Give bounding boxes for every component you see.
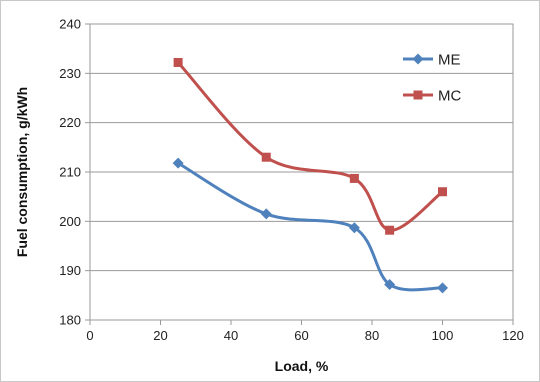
series-me-point (172, 157, 184, 169)
legend-mc-label: MC (438, 88, 461, 105)
y-tick-label: 190 (59, 263, 81, 278)
x-tick-label: 40 (224, 328, 238, 343)
series-me-line (176, 161, 444, 292)
legend-me-marker (412, 53, 424, 65)
y-tick-label: 180 (59, 313, 81, 328)
series-mc-point (173, 57, 183, 67)
legend-item-me: ME (403, 52, 461, 69)
series-me-point (260, 208, 272, 220)
series-me-point (348, 222, 360, 234)
x-tick-label: 100 (432, 328, 454, 343)
series-mc-line (176, 60, 444, 232)
series-mc-point (349, 173, 359, 183)
x-tick-label: 80 (365, 328, 379, 343)
series-me (172, 157, 448, 294)
series-me-point (437, 282, 448, 294)
y-tick-label: 200 (59, 214, 81, 229)
series-mc (173, 57, 447, 235)
legend-mc-marker (413, 90, 423, 100)
y-tick-label: 220 (59, 115, 81, 130)
data-series (172, 57, 448, 294)
y-tick-label: 210 (59, 165, 81, 180)
y-tick-label: 230 (59, 66, 81, 81)
legend-me-label: ME (438, 52, 461, 69)
legend: ME MC (403, 52, 461, 105)
x-tick-label: 0 (86, 328, 93, 343)
x-tick-label: 20 (153, 328, 167, 343)
series-mc-point (438, 187, 447, 197)
x-tick-label: 60 (294, 328, 308, 343)
series-me-point (384, 278, 396, 290)
series-mc-point (261, 152, 271, 162)
series-mc-point (385, 225, 395, 235)
legend-item-mc: MC (403, 88, 461, 105)
tick-labels: 180 190 200 210 220 230 240 0 20 40 60 80 100 120 (59, 17, 524, 344)
x-axis-title: Load, % (275, 358, 329, 374)
x-tick-label: 120 (502, 328, 524, 343)
y-tick-label: 240 (59, 17, 81, 32)
y-axis-title: Fuel consumption, g/kWh (14, 87, 30, 257)
